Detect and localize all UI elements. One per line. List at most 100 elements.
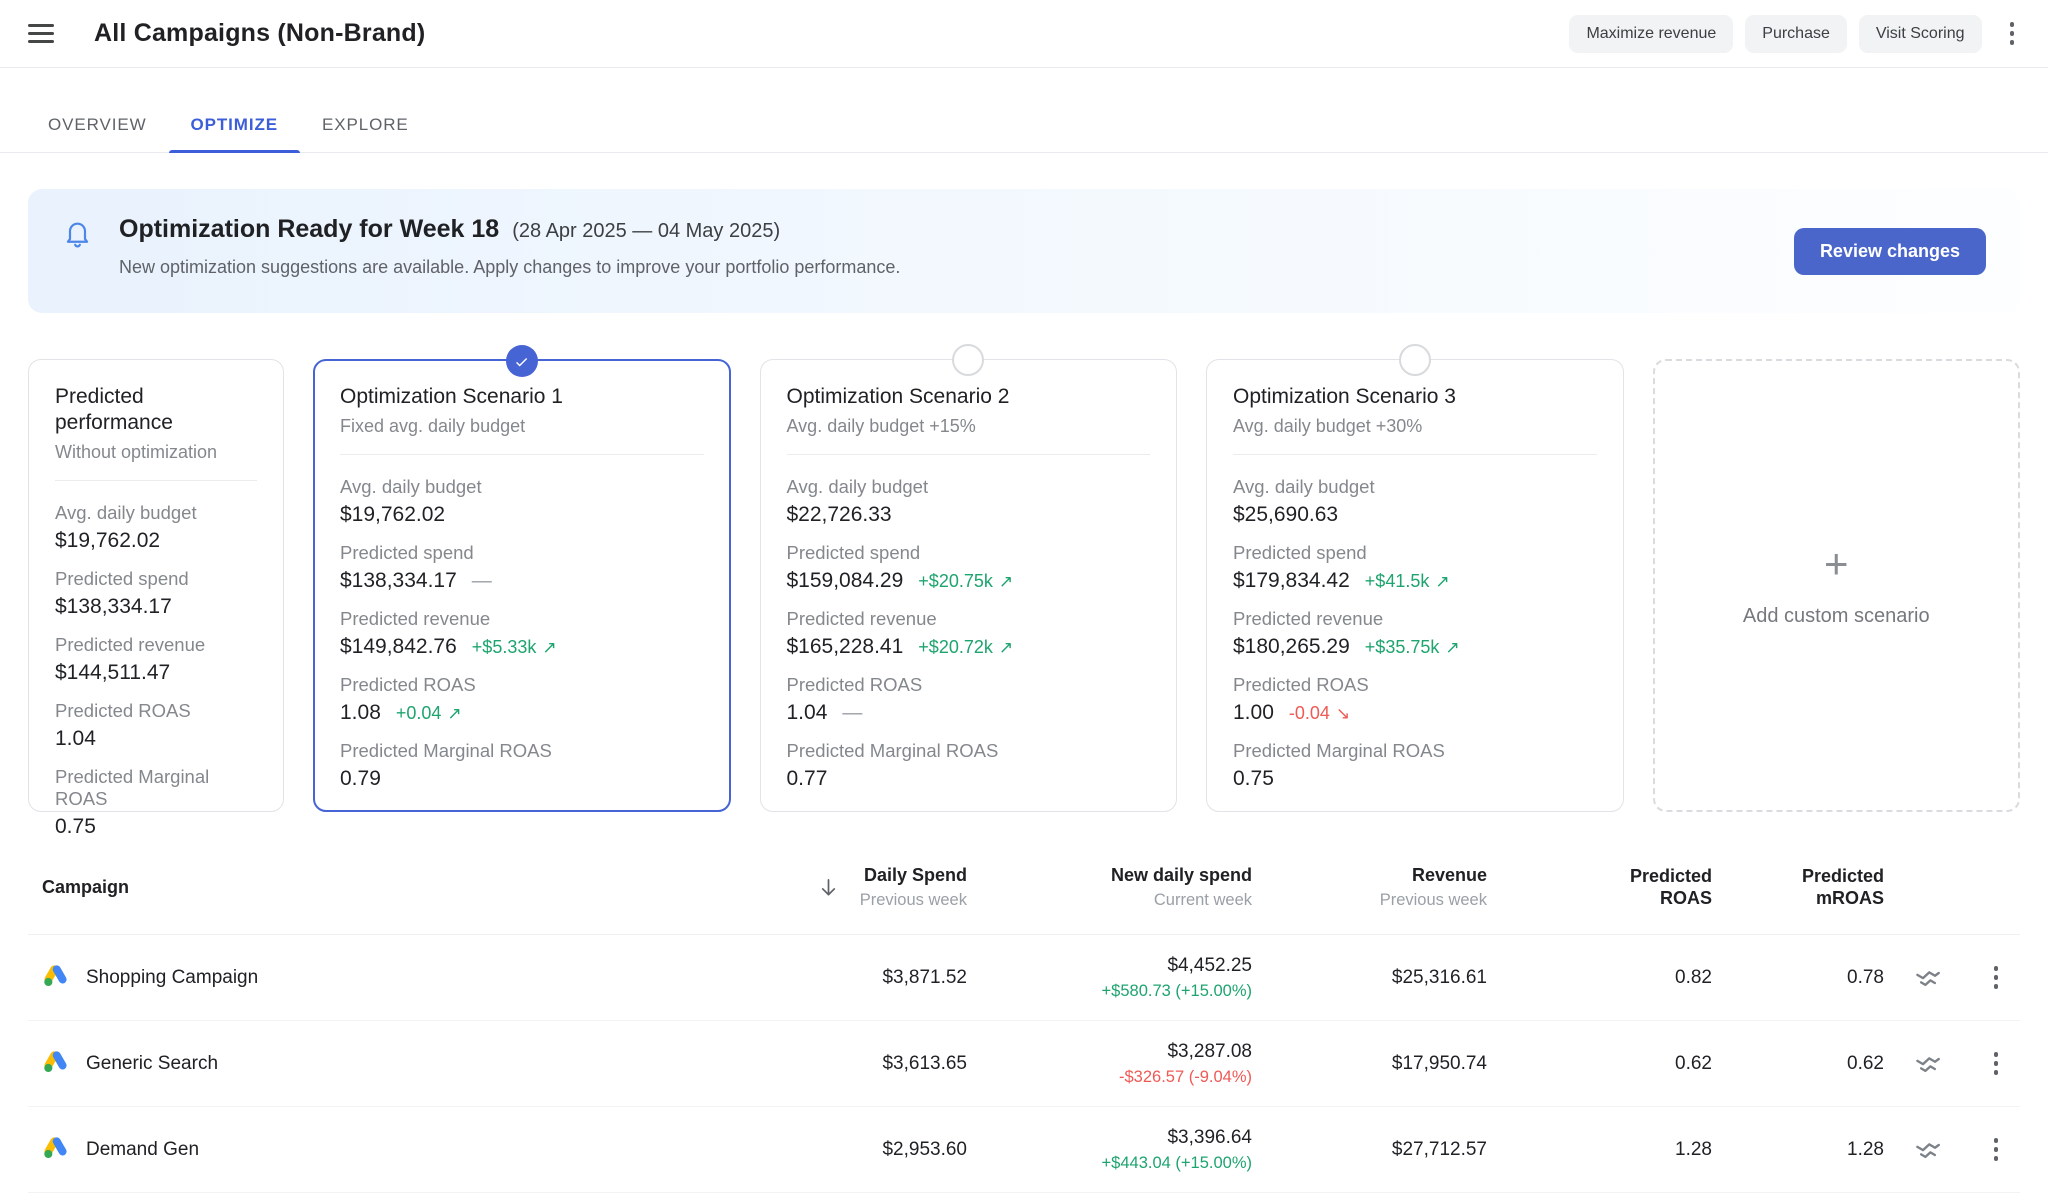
- performance-chart-icon[interactable]: [1913, 963, 1943, 993]
- predicted-mroas-cell: 0.78: [1847, 966, 1884, 988]
- metric-value: $22,726.33: [786, 503, 892, 526]
- metric-label: Predicted spend: [55, 568, 189, 589]
- column-predicted-mroas: Predicted mROAS: [1801, 866, 1884, 908]
- trend-down-icon: ↘: [1335, 703, 1351, 723]
- metric-value: 1.04: [55, 727, 96, 750]
- revenue-cell: $17,950.74: [1391, 1052, 1487, 1074]
- sort-descending-icon: [817, 876, 840, 899]
- metric-value: $138,334.17: [55, 595, 172, 618]
- metric-label: Predicted spend: [340, 542, 474, 563]
- metric-label: Predicted spend: [1233, 542, 1367, 563]
- metric-delta: —: [842, 702, 863, 724]
- column-revenue: Revenue Previous week: [1379, 865, 1487, 909]
- predicted-roas-cell: 0.82: [1675, 966, 1712, 988]
- card-title: Optimization Scenario 3: [1233, 385, 1456, 408]
- metric-label: Predicted revenue: [786, 608, 937, 629]
- scenario-cards: Predicted performance Without optimizati…: [28, 344, 2020, 838]
- metric-delta: —: [471, 570, 492, 592]
- trend-up-icon: ↗: [998, 571, 1014, 591]
- metric-delta: -0.04 ↘: [1288, 703, 1351, 723]
- metric-value: $19,762.02: [55, 529, 161, 552]
- metric-value: 1.08: [340, 701, 381, 724]
- card-title: Optimization Scenario 2: [786, 385, 1010, 408]
- plus-icon: +: [1823, 540, 1849, 587]
- performance-chart-icon[interactable]: [1913, 1049, 1943, 1079]
- metric-label: Avg. daily budget: [55, 502, 197, 523]
- column-predicted-roas: Predicted ROAS: [1629, 866, 1712, 908]
- trend-up-icon: ↗: [447, 703, 462, 723]
- metric-label: Predicted ROAS: [340, 674, 476, 695]
- bell-icon: [62, 218, 93, 254]
- review-changes-button[interactable]: Review changes: [1793, 227, 1986, 275]
- add-custom-scenario-card[interactable]: + Add custom scenario: [1652, 359, 2020, 812]
- column-daily-spend[interactable]: Daily Spend Previous week: [705, 864, 975, 910]
- table-row[interactable]: Demand Gen $2,953.60 $3,396.64 +$443.04 …: [28, 1107, 2020, 1193]
- daily-spend-cell: $3,871.52: [882, 966, 967, 988]
- performance-chart-icon[interactable]: [1913, 1135, 1943, 1165]
- campaign-name: Shopping Campaign: [86, 966, 259, 988]
- scenario-radio-icon[interactable]: [1398, 344, 1431, 376]
- scenario-2-card[interactable]: Optimization Scenario 2 Avg. daily budge…: [759, 344, 1177, 812]
- row-menu-icon[interactable]: [1986, 1046, 2007, 1081]
- campaign-name: Generic Search: [86, 1052, 219, 1074]
- scenario-radio-icon[interactable]: [952, 344, 985, 376]
- metric-label: Predicted ROAS: [786, 674, 923, 695]
- column-new-daily-spend: New daily spend Current week: [1110, 865, 1252, 909]
- optimization-banner: Optimization Ready for Week 18 (28 Apr 2…: [28, 189, 2020, 313]
- google-ads-icon: [42, 1133, 69, 1166]
- metric-delta: +$5.33k ↗: [471, 637, 557, 657]
- divider: [340, 454, 704, 455]
- metric-delta: +$41.5k ↗: [1364, 571, 1450, 591]
- metric-label: Predicted revenue: [1233, 608, 1384, 629]
- metric-label: Avg. daily budget: [1233, 476, 1375, 497]
- daily-spend-cell: $3,613.65: [882, 1052, 967, 1074]
- table-row[interactable]: Shopping Campaign $3,871.52 $4,452.25 +$…: [28, 935, 2020, 1021]
- spend-change: -$326.57 (-9.04%): [1119, 1067, 1252, 1086]
- row-menu-icon[interactable]: [1986, 960, 2007, 995]
- more-options-icon[interactable]: [2002, 16, 2023, 51]
- metric-label: Predicted Marginal ROAS: [340, 740, 552, 761]
- metric-label: Predicted Marginal ROAS: [1233, 740, 1445, 761]
- card-subtitle: Avg. daily budget +30%: [1233, 416, 1423, 436]
- chip-maximize-revenue[interactable]: Maximize revenue: [1569, 14, 1734, 53]
- metric-value: $159,084.29: [786, 569, 904, 592]
- new-daily-spend-cell: $4,452.25 +$580.73 (+15.00%): [975, 955, 1260, 1001]
- metric-label: Predicted ROAS: [1233, 674, 1369, 695]
- trend-up-icon: ↗: [998, 637, 1014, 657]
- metric-value: $25,690.63: [1233, 503, 1339, 526]
- predicted-performance-card: Predicted performance Without optimizati…: [28, 359, 284, 838]
- metric-label: Avg. daily budget: [786, 476, 929, 497]
- divider: [55, 480, 257, 481]
- metric-value: $179,834.42: [1233, 569, 1350, 592]
- tab-optimize[interactable]: OPTIMIZE: [168, 98, 301, 153]
- campaign-table: Campaign Daily Spend Previous week New d…: [28, 828, 2020, 1193]
- tab-overview[interactable]: OVERVIEW: [48, 115, 147, 134]
- banner-message: New optimization suggestions are availab…: [119, 257, 901, 277]
- metric-value: $149,842.76: [340, 635, 457, 658]
- selected-check-icon[interactable]: [505, 345, 538, 377]
- scenario-3-card[interactable]: Optimization Scenario 3 Avg. daily budge…: [1206, 344, 1624, 812]
- metric-value: 1.00: [1233, 701, 1274, 724]
- daily-spend-cell: $2,953.60: [882, 1138, 967, 1160]
- scenario-1-card[interactable]: Optimization Scenario 1 Fixed avg. daily…: [313, 345, 731, 812]
- metric-value: 0.77: [786, 767, 828, 790]
- card-subtitle: Without optimization: [55, 442, 218, 462]
- chip-purchase[interactable]: Purchase: [1745, 14, 1847, 53]
- divider: [1233, 454, 1597, 455]
- tab-explore[interactable]: EXPLORE: [322, 115, 409, 134]
- chip-visit-scoring[interactable]: Visit Scoring: [1858, 14, 1982, 53]
- add-custom-scenario-label: Add custom scenario: [1742, 605, 1930, 627]
- spend-change: +$443.04 (+15.00%): [1101, 1153, 1252, 1172]
- row-menu-icon[interactable]: [1986, 1132, 2007, 1167]
- column-campaign: Campaign: [42, 877, 130, 897]
- table-row[interactable]: Generic Search $3,613.65 $3,287.08 -$326…: [28, 1021, 2020, 1107]
- metric-delta: +$20.72k ↗: [918, 637, 1014, 657]
- metric-label: Predicted Marginal ROAS: [786, 740, 999, 761]
- predicted-roas-cell: 0.62: [1675, 1052, 1712, 1074]
- metric-label: Predicted spend: [786, 542, 921, 563]
- card-subtitle: Fixed avg. daily budget: [340, 416, 526, 436]
- menu-icon[interactable]: [24, 18, 58, 49]
- trend-up-icon: ↗: [1445, 637, 1460, 657]
- metric-label: Predicted revenue: [55, 634, 206, 655]
- metric-value: $19,762.02: [340, 503, 446, 526]
